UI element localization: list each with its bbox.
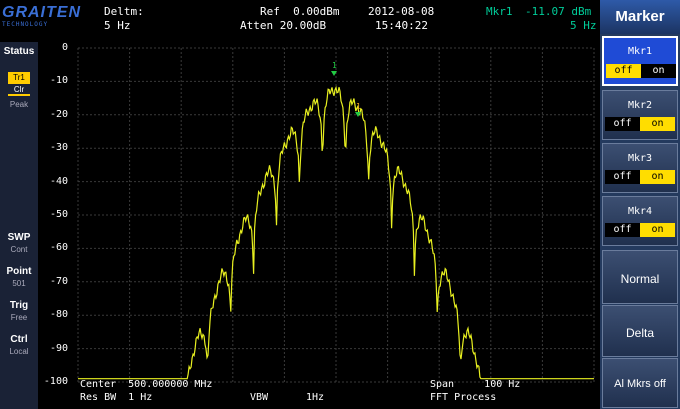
softkey-mkr4[interactable]: Mkr4 off on — [602, 196, 678, 246]
softkey-mkr3[interactable]: Mkr3 off on — [602, 143, 678, 193]
point-label: Point — [6, 266, 32, 277]
menu-title: Marker — [600, 0, 680, 34]
mode-value: 5 Hz — [104, 19, 131, 32]
brand-logo: GRAITEN TECHNOLOGY — [2, 4, 81, 36]
date: 2012-08-08 — [368, 5, 435, 18]
trig-label: Trig — [9, 300, 29, 311]
y-tick-label: -90 — [49, 342, 68, 354]
mkr4-on-option[interactable]: on — [640, 223, 675, 237]
y-tick-label: -50 — [49, 209, 68, 220]
vbw-label: VBW — [250, 392, 269, 403]
marker-number: 1 — [332, 61, 337, 70]
softkey-normal-label: Normal — [620, 272, 660, 286]
y-tick-label: -10 — [49, 75, 68, 87]
trace-mode-peak[interactable]: Peak — [9, 100, 29, 109]
swp-value: Cont — [10, 245, 28, 254]
softkey-normal[interactable]: Normal — [602, 250, 678, 304]
ctrl-value: Local — [9, 347, 29, 356]
resolution-bandwidth: Res BW 1 Hz — [80, 392, 153, 403]
logo-subtitle: TECHNOLOGY — [2, 21, 49, 28]
y-tick-label: -70 — [49, 275, 68, 287]
logo-wordmark: GRAITEN — [2, 4, 81, 21]
y-tick-label: -40 — [49, 175, 68, 187]
mode-label: Deltm: — [104, 5, 144, 18]
status-title: Status — [3, 46, 35, 57]
mkr2-off-option[interactable]: off — [613, 118, 632, 129]
softkey-mkr4-label: Mkr4 — [627, 206, 653, 217]
softkey-panel: Marker Mkr1 off on Mkr2 off on Mkr3 off … — [600, 0, 680, 409]
spectrum-trace — [78, 85, 594, 380]
trace-selector-tr1[interactable]: Tr1 — [8, 72, 30, 84]
swp-label: SWP — [7, 232, 31, 243]
softkey-mkr1[interactable]: Mkr1 off on — [602, 36, 678, 86]
center-frequency: Center 500.000000 MHz — [80, 379, 213, 390]
ctrl-label: Ctrl — [10, 334, 28, 345]
softkey-delta[interactable]: Delta — [602, 305, 678, 357]
mkr1-toggle[interactable]: off on — [606, 64, 676, 78]
status-sidebar: Status Tr1 Clr Peak SWP Cont Point 501 T… — [0, 42, 38, 409]
softkey-mkr3-label: Mkr3 — [627, 153, 653, 164]
softkey-delta-label: Delta — [625, 326, 654, 340]
marker-readout-name: Mkr1 — [486, 5, 513, 18]
marker-readout-level: -11.07 dBm — [525, 5, 592, 18]
softkey-mkr2[interactable]: Mkr2 off on — [602, 90, 678, 140]
y-tick-label: -60 — [49, 242, 68, 254]
softkey-all-markers-off[interactable]: Al Mkrs off — [602, 358, 678, 408]
mkr4-off-option[interactable]: off — [613, 224, 632, 235]
marker-triangle — [355, 112, 361, 117]
span: Span 100 Hz — [430, 379, 521, 390]
point-value: 501 — [12, 279, 26, 288]
marker-number: 1 — [356, 102, 361, 111]
y-tick-label: -100 — [43, 376, 68, 387]
mkr4-toggle[interactable]: off on — [605, 223, 675, 237]
marker-group: 11 — [331, 61, 361, 117]
marker-readout-freq: 5 Hz — [570, 19, 597, 32]
softkey-mkr1-label: Mkr1 — [627, 46, 653, 57]
mkr2-on-option[interactable]: on — [640, 117, 675, 131]
mkr3-toggle[interactable]: off on — [605, 170, 675, 184]
vbw-value: 1Hz — [306, 392, 325, 403]
softkey-mkr2-label: Mkr2 — [627, 100, 653, 111]
y-tick-label: -80 — [49, 309, 68, 321]
mkr1-off-option[interactable]: off — [606, 64, 641, 78]
fft-process: FFT Process — [430, 392, 497, 403]
mkr3-off-option[interactable]: off — [613, 171, 632, 182]
y-tick-label: -30 — [49, 142, 68, 154]
trig-value: Free — [10, 313, 28, 322]
trace-mode-clear[interactable]: Clr — [8, 85, 30, 96]
graticule — [77, 47, 595, 383]
attenuation: Atten 20.00dB — [240, 19, 327, 32]
spectrum-graph[interactable]: 11 — [38, 42, 600, 409]
reference-level: Ref 0.00dBm — [260, 5, 340, 18]
mkr3-on-option[interactable]: on — [640, 170, 675, 184]
softkey-all-off-label: Al Mkrs off — [614, 378, 666, 390]
time: 15:40:22 — [375, 19, 428, 32]
y-tick-label: -20 — [49, 108, 68, 120]
mkr1-on-option[interactable]: on — [652, 65, 665, 76]
y-tick-label: 0 — [61, 42, 68, 53]
header-bar: GRAITEN TECHNOLOGY Deltm: 5 Hz Ref 0.00d… — [0, 0, 600, 42]
mkr2-toggle[interactable]: off on — [605, 117, 675, 131]
marker-triangle — [331, 71, 337, 76]
